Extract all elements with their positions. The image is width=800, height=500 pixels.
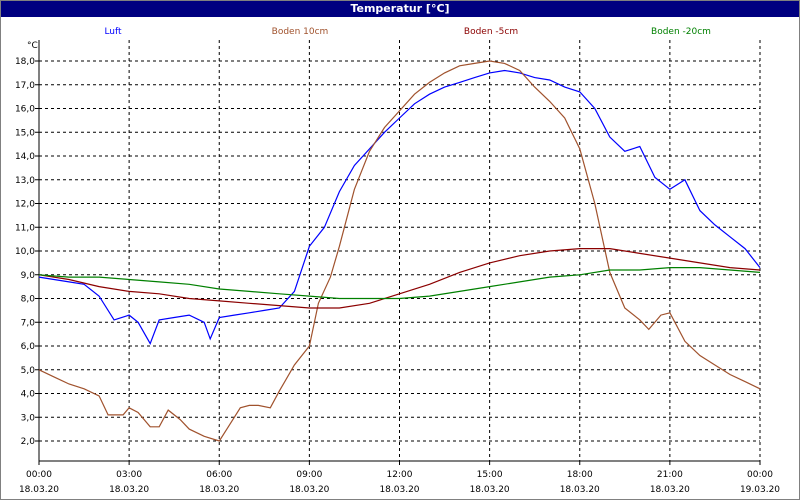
x-tick-date: 18.03.20 — [560, 485, 600, 495]
x-tick-time: 00:00 — [26, 470, 52, 480]
y-tick-label: 13,0 — [15, 176, 35, 186]
grid-lines — [35, 40, 761, 465]
y-axis-unit: °C — [27, 41, 38, 51]
x-tick-time: 03:00 — [116, 470, 142, 480]
legend-item-0: Luft — [104, 27, 122, 37]
y-tick-label: 14,0 — [15, 152, 35, 162]
y-tick-label: 17,0 — [15, 81, 35, 91]
y-tick-label: 2,0 — [21, 437, 36, 447]
y-tick-label: 11,0 — [15, 223, 35, 233]
x-tick-date: 18.03.20 — [289, 485, 329, 495]
legend-item-2: Boden -5cm — [464, 27, 518, 37]
x-tick-time: 18:00 — [567, 470, 593, 480]
x-tick-time: 15:00 — [477, 470, 503, 480]
x-tick-date: 18.03.20 — [199, 485, 239, 495]
x-tick-date: 18.03.20 — [109, 485, 149, 495]
y-tick-label: 3,0 — [21, 413, 36, 423]
legend-item-3: Boden -20cm — [651, 27, 711, 37]
y-tick-label: 6,0 — [21, 342, 36, 352]
legend: Luft Boden 10cm Boden -5cm Boden -20cm — [104, 27, 711, 37]
y-tick-label: 10,0 — [15, 247, 35, 257]
y-tick-label: 7,0 — [21, 318, 36, 328]
x-tick-time: 12:00 — [387, 470, 413, 480]
y-tick-label: 8,0 — [21, 295, 36, 305]
x-tick-time: 09:00 — [296, 470, 322, 480]
x-tick-time: 21:00 — [657, 470, 683, 480]
y-tick-label: 16,0 — [15, 105, 35, 115]
x-tick-date: 19.03.20 — [740, 485, 780, 495]
chart-title: Temperatur [°C] — [1, 1, 799, 17]
y-tick-label: 18,0 — [15, 57, 35, 67]
legend-item-1: Boden 10cm — [272, 27, 329, 37]
y-tick-label: 9,0 — [21, 271, 36, 281]
y-tick-label: 12,0 — [15, 200, 35, 210]
series-line-0 — [38, 69, 761, 346]
x-tick-date: 18.03.20 — [19, 485, 59, 495]
series-line-1 — [38, 60, 761, 442]
x-tick-labels: 00:00 18.03.20 03:00 18.03.20 06:00 18.03.20 0… — [19, 470, 780, 495]
series-line-2 — [38, 248, 761, 309]
x-tick-date: 18.03.20 — [650, 485, 690, 495]
y-tick-label: 15,0 — [15, 128, 35, 138]
y-tick-label: 5,0 — [21, 366, 36, 376]
x-tick-date: 18.03.20 — [470, 485, 510, 495]
y-tick-labels: 2,0 3,0 4,0 5,0 6,0 7,0 8,0 9,0 10,0 11,0 12,0 13,0… — [15, 57, 35, 447]
axes — [38, 40, 760, 462]
x-tick-time: 06:00 — [206, 470, 232, 480]
y-tick-label: 4,0 — [21, 390, 36, 400]
x-tick-date: 18.03.20 — [379, 485, 419, 495]
series-lines — [38, 60, 761, 442]
series-line-3 — [38, 267, 761, 300]
x-tick-time: 00:00 — [747, 470, 773, 480]
